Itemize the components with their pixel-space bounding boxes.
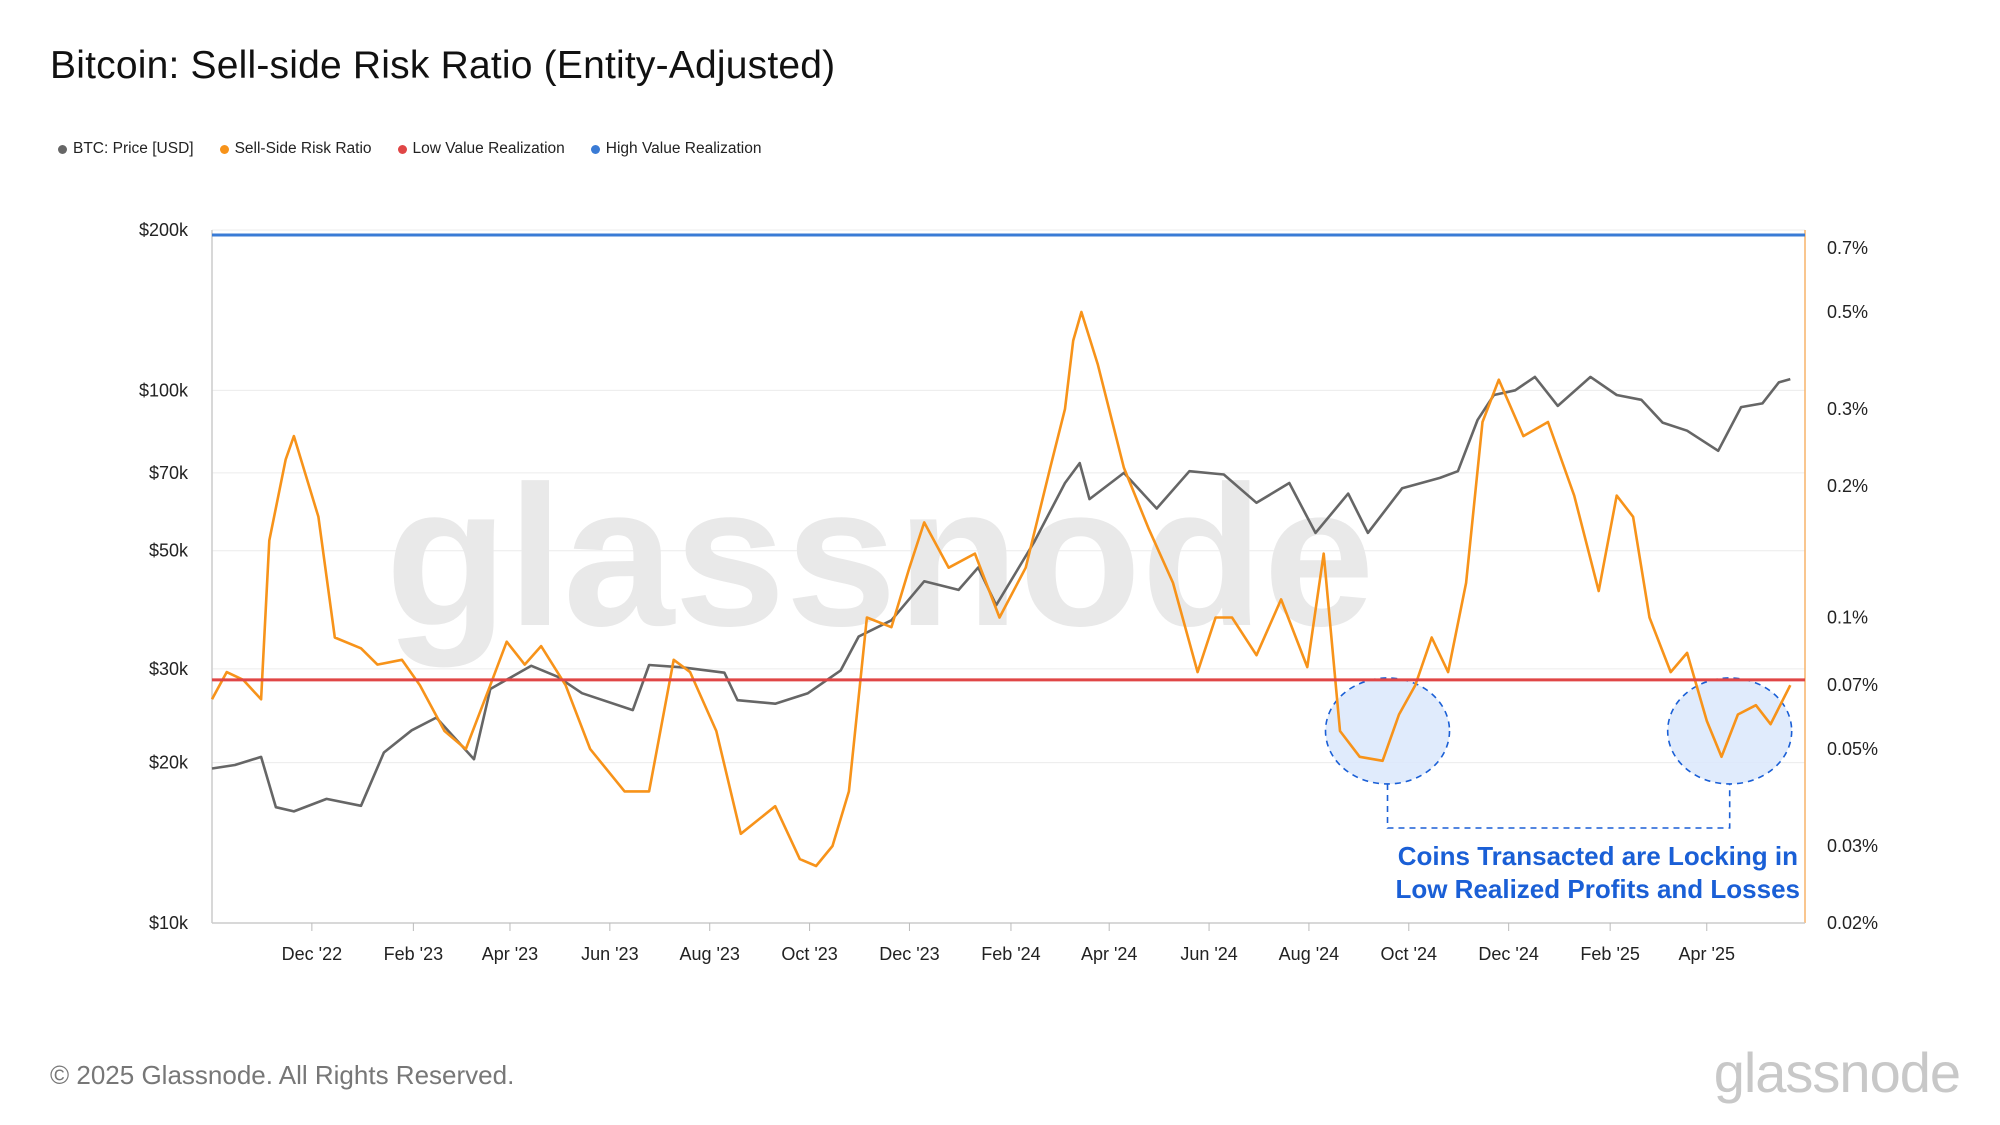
y-right-tick-label-5: 0.07% [1827, 675, 1878, 695]
y-right-tick-label-2: 0.3% [1827, 399, 1868, 419]
annotation-line-1: Coins Transacted are Locking in [1398, 841, 1798, 871]
y-right-tick-label-4: 0.1% [1827, 607, 1868, 627]
y-left-tick-label-2: $70k [149, 463, 189, 483]
copyright-footer: © 2025 Glassnode. All Rights Reserved. [50, 1060, 515, 1090]
y-right-tick-label-8: 0.02% [1827, 913, 1878, 933]
x-tick-label-5: Oct '23 [781, 944, 837, 964]
legend-item-price[interactable]: BTC: Price [USD] [58, 140, 194, 158]
chart-legend: BTC: Price [USD] Sell-Side Risk Ratio Lo… [58, 140, 761, 158]
highlight-regions [1324, 677, 1793, 829]
series-lines [210, 233, 1805, 868]
watermark: glassnode [385, 445, 1374, 668]
highlight-ellipse-0 [1324, 677, 1451, 785]
legend-dot-ssr [219, 144, 229, 154]
legend-label-price: BTC: Price [USD] [73, 140, 194, 157]
x-tick-label-7: Feb '24 [981, 944, 1040, 964]
x-tick-label-11: Oct '24 [1381, 944, 1437, 964]
y-right-tick-label-3: 0.2% [1827, 476, 1868, 496]
x-tick-label-12: Dec '24 [1478, 944, 1538, 964]
x-axis-ticks: Dec '22 Feb '23 Apr '23 Jun '23 Aug '23 Oct '… [282, 923, 1735, 964]
annotation-line-2: Low Realized Profits and Losses [1395, 874, 1800, 904]
y-axis-right-ticks: 0.7% 0.5% 0.3% 0.2% 0.1% 0.07% 0.05% 0.03% 0.02% [1827, 238, 1878, 933]
legend-item-ssr[interactable]: Sell-Side Risk Ratio [219, 140, 372, 158]
x-tick-label-1: Feb '23 [384, 944, 443, 964]
x-tick-label-3: Jun '23 [581, 944, 638, 964]
x-tick-label-8: Apr '24 [1081, 944, 1137, 964]
y-left-tick-label-0: $200k [139, 220, 189, 240]
x-tick-label-10: Aug '24 [1279, 944, 1340, 964]
y-right-tick-label-7: 0.03% [1827, 836, 1878, 856]
legend-dot-high [590, 144, 600, 154]
x-tick-label-0: Dec '22 [282, 944, 342, 964]
x-tick-label-4: Aug '23 [679, 944, 740, 964]
legend-item-high[interactable]: High Value Realization [590, 140, 762, 158]
y-left-tick-label-3: $50k [149, 541, 189, 561]
x-tick-label-13: Feb '25 [1580, 944, 1639, 964]
y-left-tick-label-6: $10k [149, 913, 189, 933]
x-tick-label-9: Jun '24 [1180, 944, 1237, 964]
y-left-tick-label-5: $20k [149, 753, 189, 773]
annotation: Coins Transacted are Locking in Low Real… [1395, 841, 1800, 904]
legend-dot-price [58, 144, 67, 154]
y-right-tick-label-1: 0.5% [1827, 302, 1868, 322]
glassnode-logo: glassnode [1713, 1041, 1961, 1104]
btc-price-line [211, 375, 1791, 813]
y-axis-left-ticks: $200k $100k $70k $50k $30k $20k $10k [139, 220, 189, 933]
legend-dot-low [397, 144, 407, 154]
y-right-tick-label-0: 0.7% [1827, 238, 1868, 258]
y-right-tick-label-6: 0.05% [1827, 739, 1878, 759]
highlight-ellipse-1 [1666, 677, 1793, 785]
legend-item-low[interactable]: Low Value Realization [397, 140, 565, 158]
highlight-bracket [1386, 783, 1731, 829]
chart-title: Bitcoin: Sell-side Risk Ratio (Entity-Ad… [50, 44, 836, 87]
sell-side-risk-ratio-line [210, 310, 1792, 868]
legend-label-low: Low Value Realization [412, 140, 565, 157]
x-tick-label-6: Dec '23 [879, 944, 939, 964]
legend-label-high: High Value Realization [605, 140, 762, 157]
x-tick-label-14: Apr '25 [1679, 944, 1735, 964]
y-left-tick-label-1: $100k [139, 380, 189, 400]
legend-label-ssr: Sell-Side Risk Ratio [234, 140, 372, 157]
chart-svg: glassnode $200k $100k $70k $50k $30k $20k $10k… [139, 220, 1878, 964]
axes [211, 230, 1806, 924]
y-left-tick-label-4: $30k [149, 659, 189, 679]
x-tick-label-2: Apr '23 [482, 944, 538, 964]
